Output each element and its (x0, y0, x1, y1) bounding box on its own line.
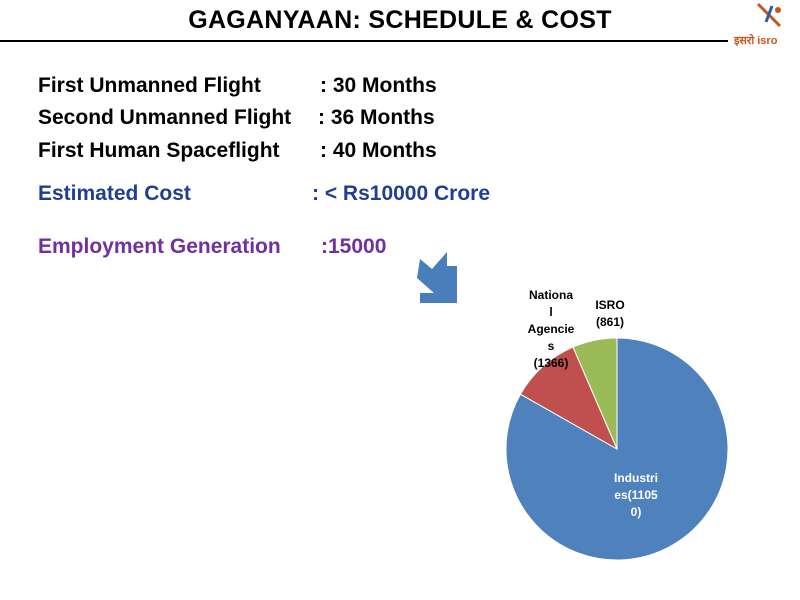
pie-label-isro: ISRO (861) (595, 298, 624, 329)
down-right-arrow-icon (417, 252, 457, 303)
schedule-value: : 30 Months (320, 74, 437, 97)
page-title: GAGANYAAN: SCHEDULE & COST (188, 6, 612, 34)
svg-text:इसरो isro: इसरो isro (733, 33, 778, 47)
employment-label: Employment Generation (38, 235, 281, 258)
employment-value: :15000 (321, 235, 387, 258)
schedule-value: : 36 Months (318, 106, 435, 129)
pie-slice-isro (572, 337, 618, 450)
schedule-value: : 40 Months (320, 139, 437, 162)
schedule-label: First Unmanned Flight (38, 74, 261, 97)
isro-logo-icon: इसरो isro (733, 2, 782, 47)
pie-label-industries: Industri es(1105 0) (614, 471, 658, 519)
schedule-label: First Human Spaceflight (38, 139, 280, 162)
pie-slice-national-agencies (519, 346, 619, 451)
title-underline (0, 40, 728, 42)
cost-value: : < Rs10000 Crore (312, 182, 491, 205)
pie-label-national-agencies: Nationa l Agencie s (1366) (528, 288, 575, 370)
cost-label: Estimated Cost (38, 182, 191, 205)
schedule-label: Second Unmanned Flight (38, 106, 292, 129)
